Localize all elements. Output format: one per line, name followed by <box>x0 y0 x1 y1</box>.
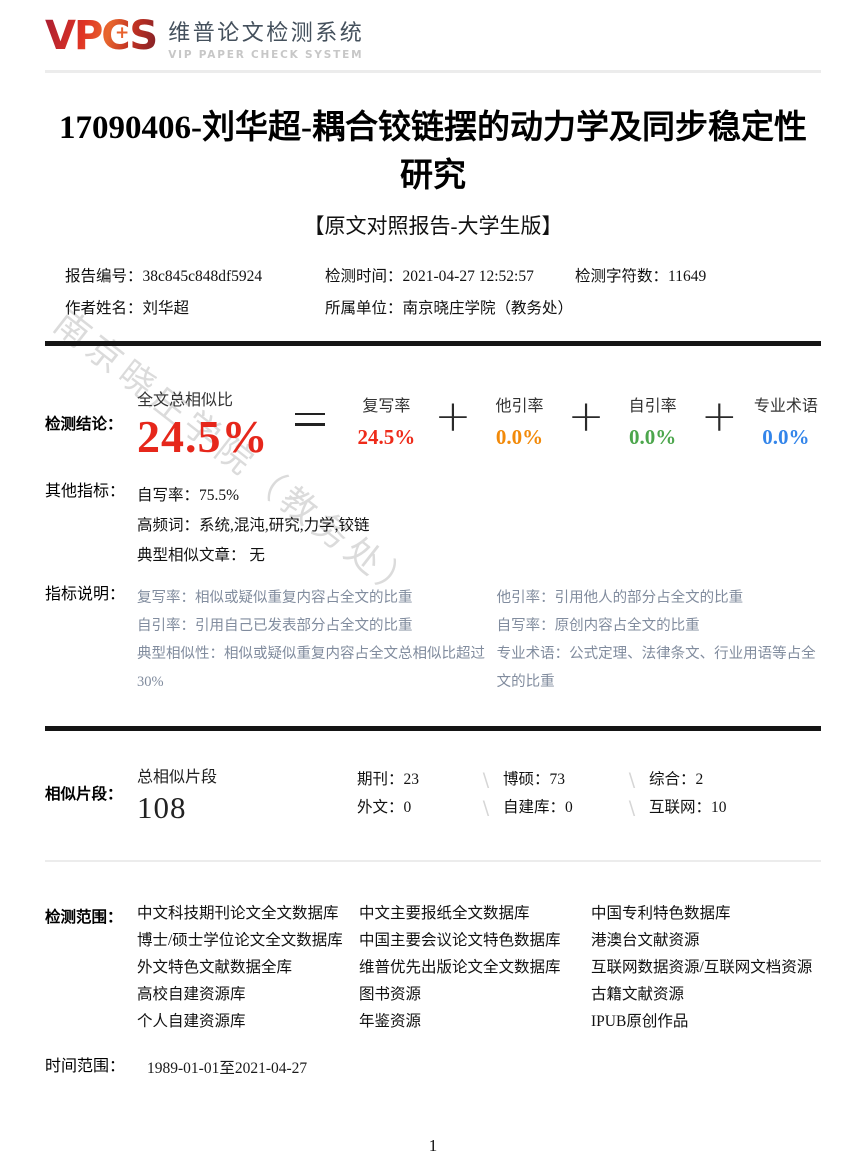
report-page: 南京晓庄学院（教务处） VPCS + 维普论文检测系统 VIP PAPER CH… <box>45 0 821 1155</box>
database-item: 外文特色文献数据全库 <box>137 958 293 976</box>
self-write-rate: 自写率：75.5% <box>137 486 240 504</box>
plus-icon: + <box>115 23 130 43</box>
fragments-label: 相似片段： <box>45 785 123 804</box>
rate-copy: 复写率 24.5% <box>357 398 416 450</box>
rate-self-cite: 自引率 0.0% <box>628 398 677 450</box>
header: VPCS + 维普论文检测系统 VIP PAPER CHECK SYSTEM <box>45 0 821 73</box>
header-divider <box>45 70 821 73</box>
total-similarity-value: 24.5% <box>137 411 269 463</box>
database-item: 个人自建资源库 <box>137 1012 246 1030</box>
database-item: 维普优先出版论文全文数据库 <box>359 958 561 976</box>
report-meta: 报告编号：38c845c848df5924 检测时间：2021-04-27 12… <box>45 266 821 319</box>
conclusion-label: 检测结论： <box>45 415 123 434</box>
database-item: 中文主要报纸全文数据库 <box>359 904 530 922</box>
author-name: 作者姓名：刘华超 <box>65 300 190 318</box>
light-divider <box>45 859 821 862</box>
database-item: 年鉴资源 <box>359 1012 422 1030</box>
equals-icon <box>295 412 326 426</box>
database-item: 中国主要会议论文特色数据库 <box>359 931 561 949</box>
plus-icon: + <box>434 391 472 443</box>
divider-backslash: \ <box>628 797 636 820</box>
vpcs-logo-text: VPCS <box>45 13 157 59</box>
rate-other-cite: 他引率 0.0% <box>495 398 544 450</box>
timerange-value: 1989-01-01至2021-04-27 <box>147 1059 308 1077</box>
note-copy-rate: 复写率：相似或疑似重复内容占全文的比重 <box>137 589 413 606</box>
metric-notes-section: 指标说明： 复写率：相似或疑似重复内容占全文的比重 自引率：引用自己已发表部分占… <box>45 584 821 696</box>
report-type-subtitle: 【原文对照报告-大学生版】 <box>303 214 563 239</box>
scope-label: 检测范围： <box>45 907 123 926</box>
scope-section: 检测范围： 中文科技期刊论文全文数据库 中文主要报纸全文数据库 中国专利特色数据… <box>45 904 821 1030</box>
rate-terminology: 专业术语 0.0% <box>753 398 818 450</box>
total-similarity-label: 全文总相似比 <box>137 392 234 410</box>
database-item: 互联网数据资源/互联网文档资源 <box>591 958 813 976</box>
divider-backslash: \ <box>628 769 636 792</box>
stat-selfbuilt: 自建库：0 <box>503 799 573 817</box>
section-divider <box>45 341 821 347</box>
page-number: 1 <box>428 1135 438 1155</box>
database-item: IPUB原创作品 <box>591 1012 689 1030</box>
timerange-section: 时间范围： 1989-01-01至2021-04-27 <box>45 1056 821 1078</box>
database-item: 图书资源 <box>359 985 422 1003</box>
note-terminology: 专业术语：公式定理、法律条文、行业用语等占全文的比重 <box>496 645 816 690</box>
database-item: 博士/硕士学位论文全文数据库 <box>137 931 343 949</box>
plus-icon: + <box>700 391 738 443</box>
page-title: 17090406-刘华超-耦合铰链摆的动力学及同步稳定性研究 <box>59 110 807 194</box>
brand-name-en: VIP PAPER CHECK SYSTEM <box>168 49 364 61</box>
brand-name-cn: 维普论文检测系统 <box>168 21 365 46</box>
fragments-section: 相似片段： 总相似片段 108 期刊：23 \ 博硕：73 \ 综合：2 外文：… <box>45 731 821 844</box>
database-item: 中国专利特色数据库 <box>591 904 731 922</box>
note-other-cite: 他引率：引用他人的部分占全文的比重 <box>496 589 744 606</box>
database-item: 中文科技期刊论文全文数据库 <box>137 904 339 922</box>
stat-comprehensive: 综合：2 <box>649 771 704 789</box>
report-number: 报告编号：38c845c848df5924 <box>65 268 263 286</box>
database-item: 港澳台文献资源 <box>591 931 700 949</box>
divider-backslash: \ <box>482 797 490 820</box>
divider-backslash: \ <box>482 769 490 792</box>
total-similarity: 全文总相似比 24.5% <box>137 386 295 463</box>
conclusion-section: 检测结论： 全文总相似比 24.5% 复写率 24.5% + 他引率 0.0% … <box>45 346 821 477</box>
plus-icon: + <box>567 391 605 443</box>
check-time: 检测时间：2021-04-27 12:52:57 <box>325 268 534 286</box>
stat-internet: 互联网：10 <box>649 799 727 817</box>
other-metrics-label: 其他指标： <box>45 482 126 500</box>
stat-thesis: 博硕：73 <box>503 771 566 789</box>
timerange-label: 时间范围： <box>45 1057 126 1075</box>
note-self-cite: 自引率：引用自己已发表部分占全文的比重 <box>137 617 413 634</box>
database-item: 古籍文献资源 <box>591 985 685 1003</box>
char-count: 检测字符数：11649 <box>575 268 707 286</box>
high-frequency-words: 高频词：系统,混沌,研究,力学,铰链 <box>137 516 370 534</box>
stat-journal: 期刊：23 <box>357 771 420 789</box>
metric-notes-label: 指标说明： <box>45 585 126 603</box>
section-divider <box>45 725 821 731</box>
vpcs-logo: VPCS + <box>45 12 156 60</box>
stat-foreign: 外文：0 <box>357 799 412 817</box>
database-item: 高校自建资源库 <box>137 985 246 1003</box>
typical-similar-article: 典型相似文章： 无 <box>137 546 265 564</box>
total-fragments: 总相似片段 108 <box>137 768 218 825</box>
note-self-write: 自写率：原创内容占全文的比重 <box>496 617 700 634</box>
other-metrics-section: 其他指标： 自写率：75.5% 高频词：系统,混沌,研究,力学,铰链 典型相似文… <box>45 481 821 571</box>
organization: 所属单位：南京晓庄学院（教务处） <box>325 300 574 318</box>
note-typical: 典型相似性：相似或疑似重复内容占全文总相似比超过30% <box>137 645 485 690</box>
